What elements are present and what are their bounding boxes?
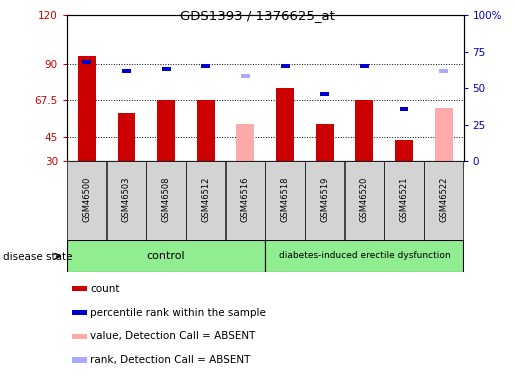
Text: diabetes-induced erectile dysfunction: diabetes-induced erectile dysfunction [279, 251, 450, 260]
Bar [226, 161, 265, 240]
Text: rank, Detection Call = ABSENT: rank, Detection Call = ABSENT [90, 355, 250, 365]
Bar [265, 240, 464, 272]
Bar [316, 124, 334, 161]
Bar [122, 69, 131, 73]
Bar [78, 56, 96, 161]
Bar [305, 161, 345, 240]
Bar [400, 106, 408, 111]
Bar [439, 69, 448, 73]
Bar [72, 286, 87, 291]
Bar [320, 92, 329, 96]
Bar [241, 74, 250, 78]
Text: GSM46518: GSM46518 [281, 176, 289, 222]
Bar [360, 64, 369, 68]
Text: percentile rank within the sample: percentile rank within the sample [90, 308, 266, 318]
Bar [345, 161, 384, 240]
Bar [117, 112, 135, 161]
Bar [197, 99, 215, 161]
Text: GSM46516: GSM46516 [241, 176, 250, 222]
Bar [67, 240, 265, 272]
Bar [162, 67, 170, 71]
Bar [72, 334, 87, 339]
Text: GSM46508: GSM46508 [162, 176, 170, 222]
Bar [384, 161, 424, 240]
Bar [201, 64, 210, 68]
Bar [157, 99, 175, 161]
Text: GSM46512: GSM46512 [201, 176, 210, 222]
Bar [82, 60, 91, 64]
Bar [355, 99, 373, 161]
Bar [107, 161, 146, 240]
Bar [435, 108, 453, 161]
Bar [72, 357, 87, 363]
Bar [186, 161, 226, 240]
Text: value, Detection Call = ABSENT: value, Detection Call = ABSENT [90, 332, 255, 341]
Bar [424, 161, 464, 240]
Text: control: control [147, 251, 185, 261]
Text: GSM46521: GSM46521 [400, 176, 408, 222]
Bar [67, 161, 107, 240]
Text: GSM46500: GSM46500 [82, 176, 91, 222]
Text: GSM46519: GSM46519 [320, 176, 329, 222]
Text: GSM46522: GSM46522 [439, 176, 448, 222]
Bar [72, 310, 87, 315]
Bar [146, 161, 186, 240]
Bar [265, 161, 305, 240]
Bar [236, 124, 254, 161]
Bar [395, 140, 413, 161]
Text: disease state: disease state [3, 252, 72, 262]
Text: count: count [90, 284, 119, 294]
Text: GDS1393 / 1376625_at: GDS1393 / 1376625_at [180, 9, 335, 22]
Bar [276, 88, 294, 161]
Bar [281, 64, 289, 68]
Text: GSM46520: GSM46520 [360, 176, 369, 222]
Text: GSM46503: GSM46503 [122, 176, 131, 222]
